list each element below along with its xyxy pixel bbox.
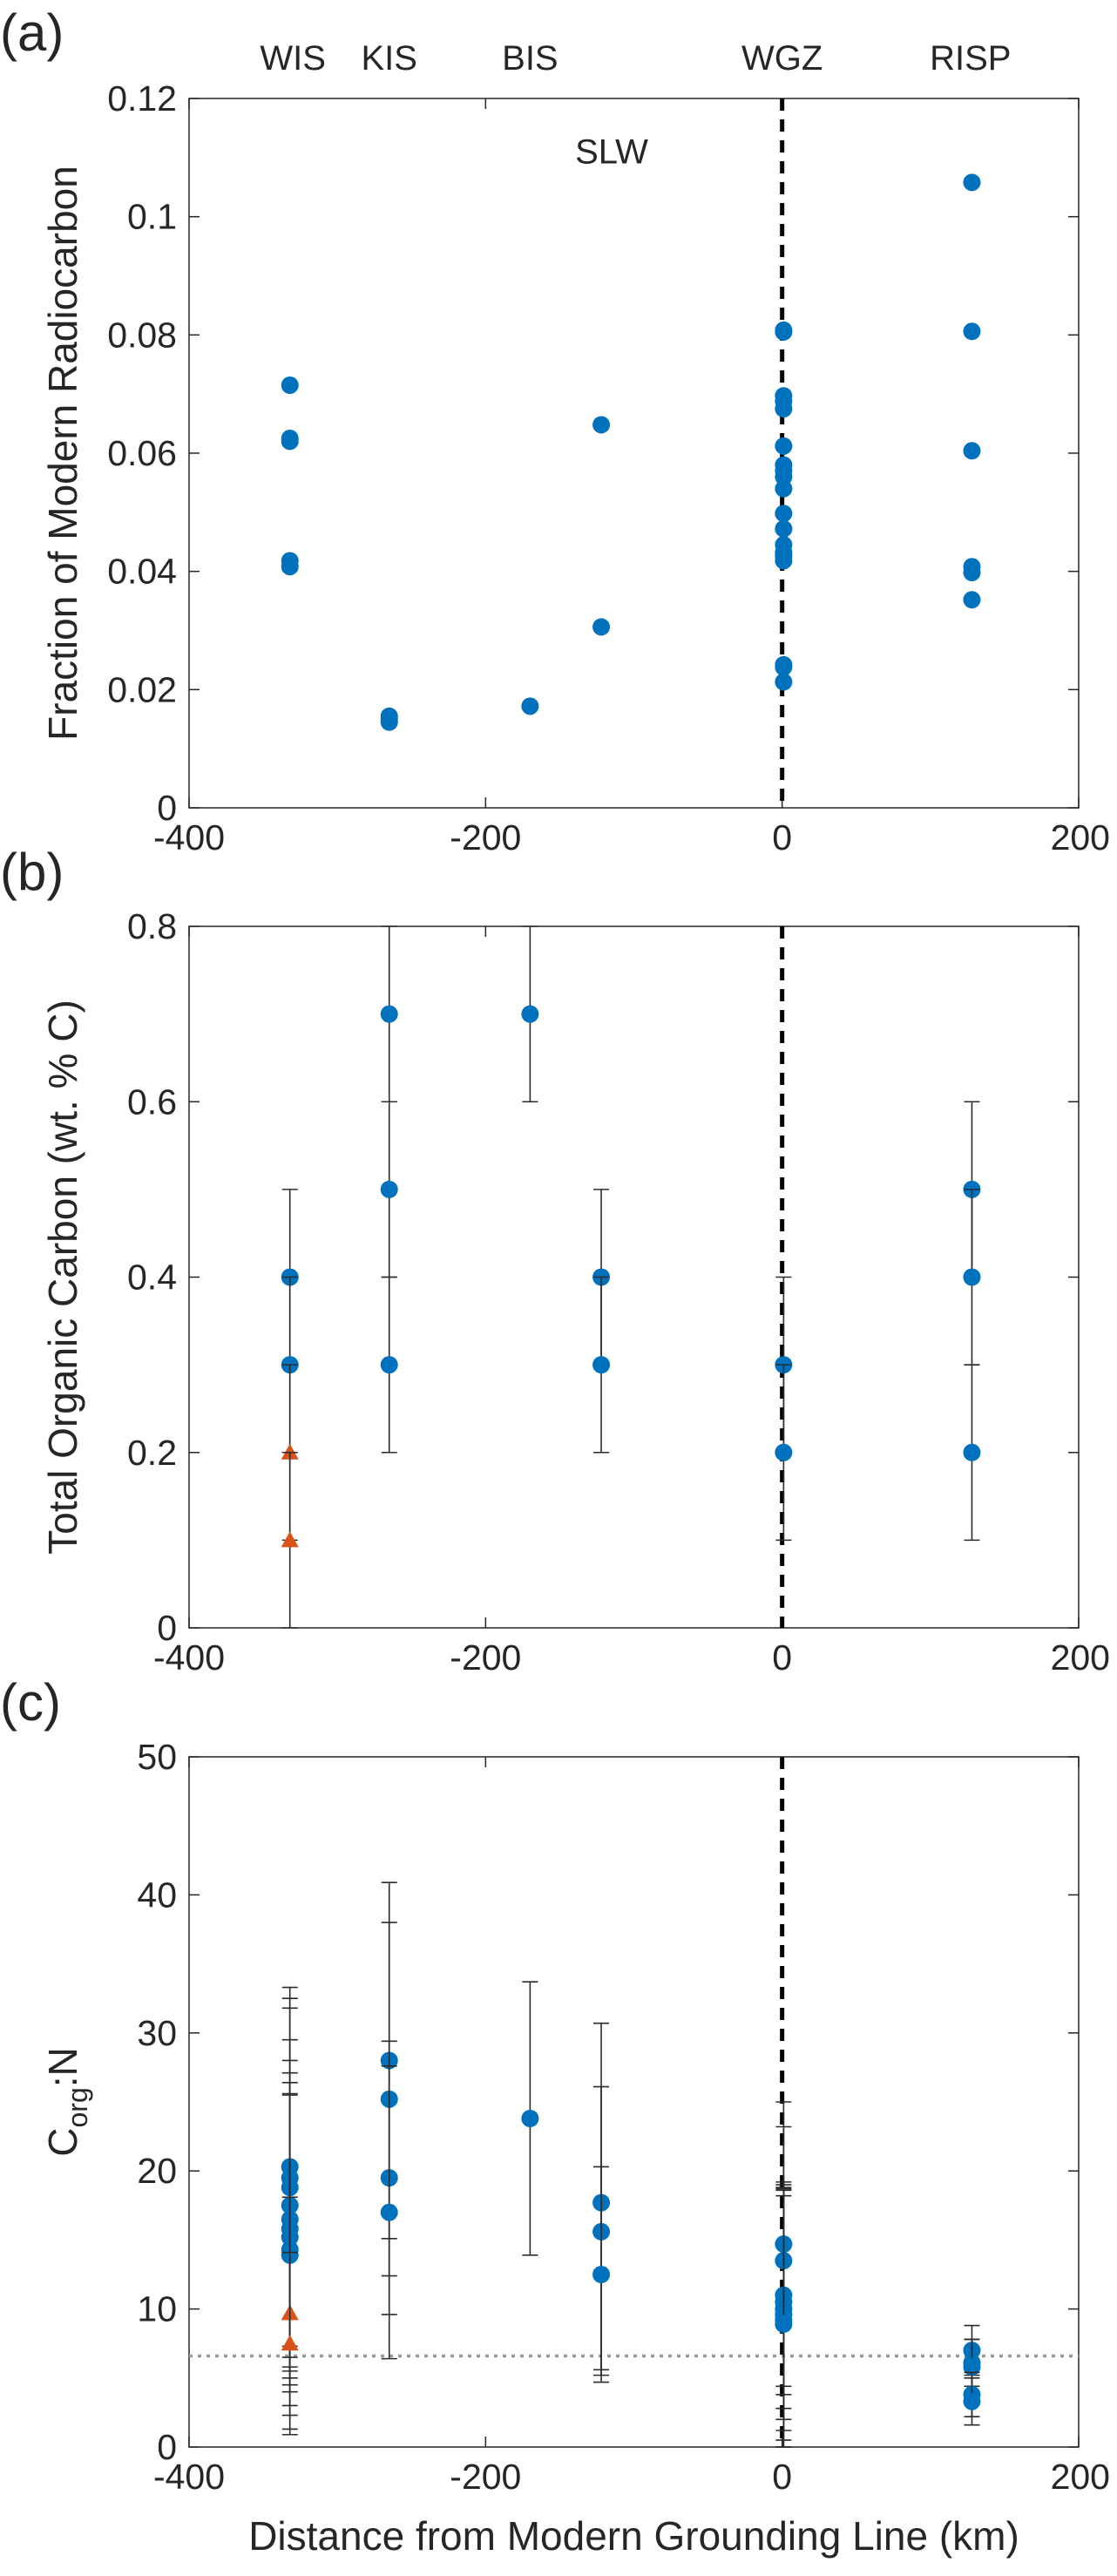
- plot-frame: [188, 925, 1080, 1629]
- y-tick-label: 0.08: [107, 315, 177, 355]
- y-tick-label: 0.02: [107, 669, 177, 709]
- data-point: [775, 519, 793, 538]
- data-point: [380, 1180, 398, 1198]
- y-tick-label: 0.06: [107, 433, 177, 473]
- y-tick-label: 30: [137, 2013, 177, 2053]
- y-tick-label: 0.1: [127, 197, 177, 237]
- x-tick-label: -200: [450, 1637, 521, 1678]
- series-triangle: [281, 1364, 299, 1629]
- y-axis-title: Corg:N: [40, 2047, 93, 2156]
- x-tick-label: -400: [153, 2457, 225, 2497]
- data-point: [963, 173, 981, 192]
- x-tick-label: -200: [450, 2457, 521, 2497]
- data-point: [775, 673, 793, 691]
- series-circle: [281, 173, 981, 731]
- data-point: [775, 400, 793, 418]
- y-tick-label: 0.8: [127, 906, 177, 946]
- panel-label: (c): [0, 1673, 61, 1732]
- y-axis-title: Fraction of Modern Radiocarbon: [40, 166, 85, 741]
- data-point: [963, 322, 981, 341]
- data-point: [775, 505, 793, 523]
- x-tick-label: 200: [1051, 1637, 1110, 1678]
- data-point: [963, 1268, 981, 1286]
- x-tick-label: -200: [450, 817, 521, 858]
- data-point: [380, 713, 398, 731]
- y-tick-label: 0.12: [107, 78, 177, 119]
- data-point: [380, 2203, 398, 2221]
- data-point: [521, 697, 539, 715]
- data-point-triangle: [281, 2335, 299, 2351]
- data-point-triangle: [281, 1443, 299, 1460]
- y-tick-label: 50: [137, 1737, 177, 1777]
- data-point: [775, 658, 793, 676]
- data-point: [775, 2315, 793, 2334]
- plot-frame: [188, 1756, 1080, 2448]
- data-point: [281, 376, 299, 394]
- data-point: [380, 1005, 398, 1023]
- y-tick-label: 0: [157, 2427, 177, 2467]
- data-point: [775, 1443, 793, 1461]
- data-point: [380, 1356, 398, 1374]
- data-point: [592, 416, 611, 434]
- annotation-label: SLW: [575, 133, 648, 172]
- x-axis-title: Distance from Modern Grounding Line (km): [248, 2513, 1019, 2559]
- data-point: [592, 618, 611, 636]
- data-point: [592, 2266, 611, 2283]
- site-label: WIS: [260, 39, 326, 78]
- data-point: [963, 2392, 981, 2410]
- y-tick-label: 0: [157, 1608, 177, 1648]
- data-point: [281, 432, 299, 451]
- x-tick-label: -400: [153, 1637, 225, 1678]
- data-point: [963, 1443, 981, 1461]
- data-point: [963, 591, 981, 609]
- data-point: [775, 322, 793, 341]
- y-tick-label: 40: [137, 1874, 177, 1915]
- x-tick-label: 0: [772, 817, 792, 858]
- x-tick-label: 0: [772, 1637, 792, 1678]
- y-tick-label: 20: [137, 2151, 177, 2191]
- y-tick-label: 10: [137, 2289, 177, 2329]
- y-tick-label: 0.6: [127, 1081, 177, 1122]
- data-point: [281, 558, 299, 576]
- y-axis-title-suffix: :N: [40, 2047, 85, 2087]
- data-point-triangle: [281, 1531, 299, 1548]
- series-triangle: [281, 2196, 299, 2436]
- data-point: [521, 1005, 539, 1023]
- panel-b: -400 -200 0 200 0 0.2 0.4 0.6 0.8 (b) Total Organi…: [0, 843, 1110, 1678]
- data-point: [775, 552, 793, 570]
- y-tick-label: 0.2: [127, 1433, 177, 1473]
- y-tick-label: 0.4: [127, 1257, 177, 1298]
- y-axis-title: Total Organic Carbon (wt. % C): [40, 1000, 85, 1555]
- x-tick-label: 200: [1051, 817, 1110, 858]
- x-tick-label: 0: [772, 2457, 792, 2497]
- series-circle: [281, 925, 981, 1542]
- x-tick-label: -400: [153, 817, 225, 858]
- panel-c: -400 -200 0 200 0 10 20 30 40 50 (c) Corg:N Distance…: [0, 1673, 1110, 2559]
- series-circle: [281, 1881, 981, 2448]
- panel-label: (a): [0, 3, 64, 62]
- panel-label: (b): [0, 843, 64, 901]
- y-axis-title-subscript: org: [62, 2087, 93, 2127]
- y-tick-label: 0.04: [107, 552, 177, 592]
- data-point: [963, 2358, 981, 2376]
- data-point: [963, 564, 981, 582]
- panel-a: -400 -200 0 200 0 0.02 0.04 0.06 0.08 0.1 0.12 (a) F…: [0, 3, 1110, 858]
- data-point: [592, 1356, 611, 1374]
- data-point: [963, 442, 981, 460]
- data-point: [775, 479, 793, 498]
- y-axis-title-main: C: [40, 2128, 85, 2157]
- site-label: BIS: [502, 39, 558, 78]
- site-label: WGZ: [741, 39, 823, 78]
- y-tick-label: 0: [157, 788, 177, 828]
- data-point: [775, 437, 793, 455]
- plot-frame: [188, 98, 1080, 809]
- data-point: [521, 2110, 539, 2128]
- site-label: KIS: [361, 39, 416, 78]
- site-label: RISP: [930, 39, 1011, 78]
- x-tick-label: 200: [1051, 2457, 1110, 2497]
